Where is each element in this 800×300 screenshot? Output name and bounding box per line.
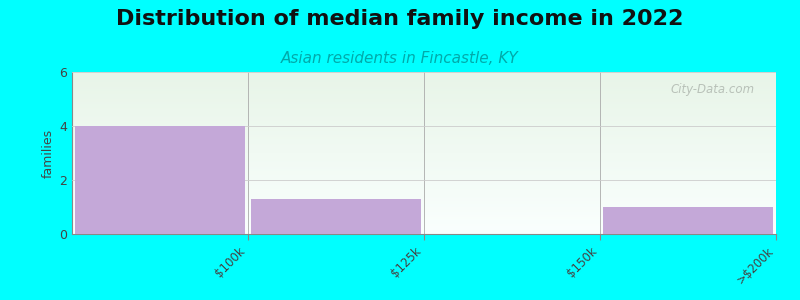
Text: Distribution of median family income in 2022: Distribution of median family income in … (116, 9, 684, 29)
Text: City-Data.com: City-Data.com (670, 83, 755, 96)
Bar (74, 126, 246, 234)
Bar (602, 207, 774, 234)
Bar (250, 199, 422, 234)
Y-axis label: families: families (42, 128, 55, 178)
Text: Asian residents in Fincastle, KY: Asian residents in Fincastle, KY (281, 51, 519, 66)
